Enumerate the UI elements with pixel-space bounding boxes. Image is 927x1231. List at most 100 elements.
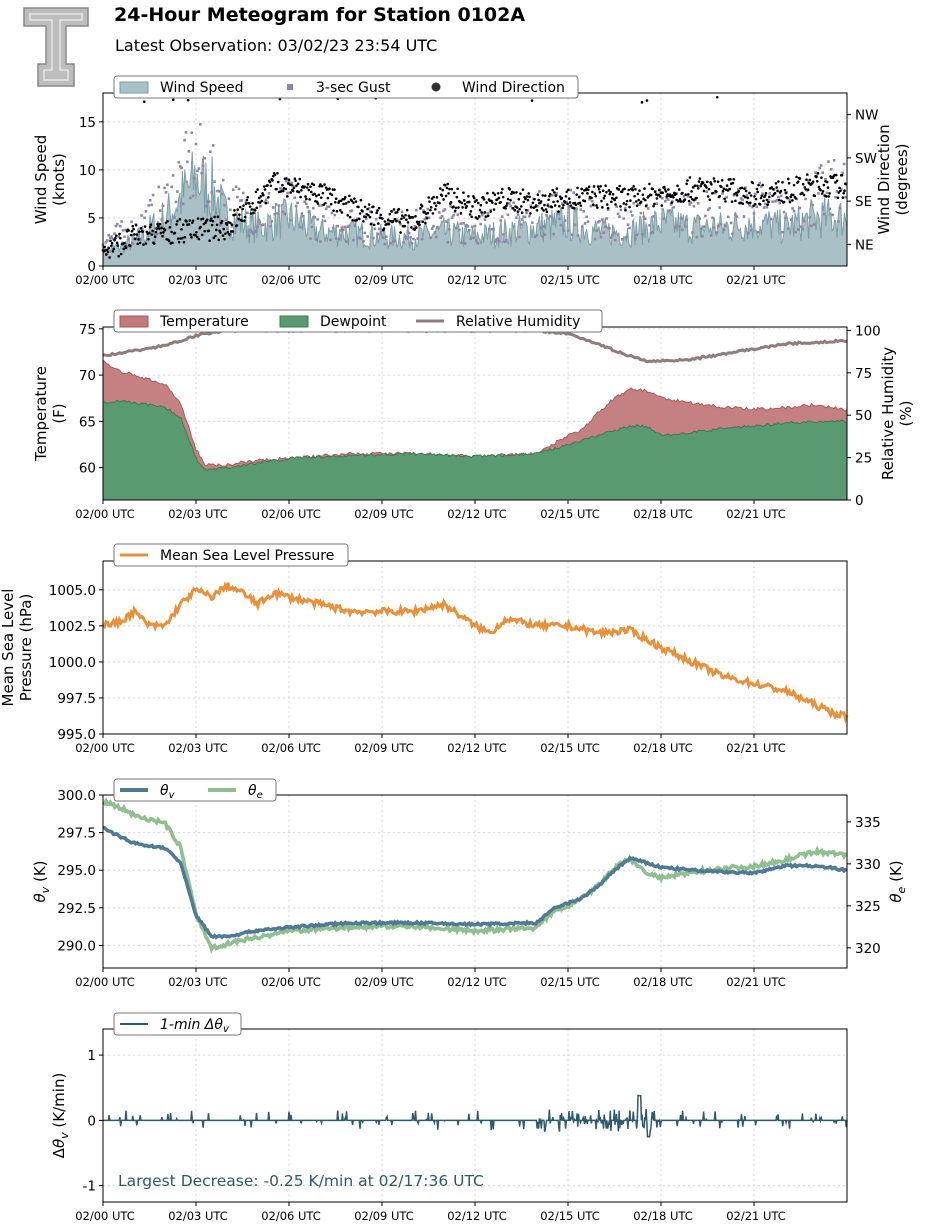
y2-tick-label: 50 — [855, 408, 872, 424]
wind-direction-point — [340, 211, 344, 214]
wind-direction-point — [477, 201, 480, 205]
wind-direction-point — [695, 196, 698, 200]
wind-direction-point — [244, 202, 248, 206]
wind-direction-point — [562, 203, 565, 207]
gust-point — [210, 191, 214, 194]
gust-point — [832, 159, 836, 162]
gust-point — [636, 203, 640, 206]
gust-point — [309, 237, 312, 241]
wind-direction-point — [195, 230, 198, 234]
gust-point — [324, 207, 328, 211]
gust-point — [319, 240, 322, 243]
legend-label: θe — [248, 783, 263, 801]
wind-direction-point — [766, 203, 769, 207]
wind-direction-point — [463, 202, 467, 206]
wind-direction-point — [453, 209, 457, 213]
wind-direction-point — [423, 210, 426, 214]
wind-direction-point — [728, 187, 731, 191]
gust-point — [157, 185, 161, 189]
y-tick-label: 297.5 — [57, 826, 96, 842]
wind-direction-point — [276, 171, 279, 175]
gust-point — [209, 150, 212, 154]
gust-point — [332, 226, 335, 230]
wind-direction-point — [687, 199, 691, 203]
wind-direction-point — [447, 192, 450, 195]
wind-direction-point — [499, 200, 502, 204]
wind-direction-point — [243, 219, 246, 223]
wind-direction-point — [170, 230, 173, 234]
y2-tick-label: 100 — [855, 323, 881, 339]
x-tick-label: 02/06 UTC — [261, 273, 321, 287]
wind-direction-point — [699, 184, 702, 188]
wind-direction-point — [144, 242, 148, 245]
gust-point — [486, 211, 490, 215]
gust-point — [257, 218, 261, 222]
wind-direction-point — [491, 191, 495, 195]
gust-point — [360, 226, 364, 230]
gust-point — [229, 208, 232, 212]
gust-point — [344, 240, 348, 243]
wind-direction-point — [634, 200, 638, 203]
wind-direction-point — [455, 195, 459, 199]
gust-point — [805, 189, 809, 192]
wind-direction-point — [215, 223, 219, 227]
wind-direction-point — [271, 179, 274, 182]
gust-point — [406, 230, 410, 233]
wind-direction-point — [720, 185, 723, 189]
wind-direction-point — [637, 198, 640, 202]
wind-direction-point — [520, 211, 524, 214]
gust-point — [837, 220, 840, 223]
wind-direction-point — [724, 200, 727, 203]
gust-point — [528, 214, 531, 218]
gust-point — [499, 219, 503, 222]
wind-direction-point — [834, 181, 837, 184]
largest-decrease-annotation: Largest Decrease: -0.25 K/min at 02/17:3… — [118, 1172, 484, 1190]
gust-point — [194, 142, 198, 146]
wind-direction-point — [269, 184, 273, 188]
wind-direction-point — [281, 183, 284, 187]
gust-point — [585, 215, 588, 219]
gust-point — [214, 211, 218, 215]
wind-direction-point — [248, 202, 251, 205]
legend-box — [113, 778, 277, 802]
wind-direction-point — [153, 235, 157, 238]
wind-direction-point — [624, 208, 627, 212]
wind-direction-point — [303, 185, 307, 188]
wind-direction-point — [220, 219, 224, 223]
wind-direction-point — [521, 188, 525, 191]
gust-point — [839, 188, 843, 191]
gust-point — [825, 191, 829, 195]
gust-point — [560, 202, 564, 206]
gust-point — [356, 217, 359, 220]
x-tick-label: 02/09 UTC — [354, 1209, 414, 1223]
wind-direction-point — [579, 204, 583, 207]
wind-direction-point — [576, 186, 579, 190]
wind-direction-point — [372, 205, 375, 208]
gust-point — [651, 230, 654, 234]
wind-direction-point — [367, 213, 370, 217]
wind-direction-point — [515, 206, 519, 209]
wind-direction-point — [791, 193, 795, 197]
gust-point — [170, 185, 173, 189]
gust-point — [642, 215, 646, 219]
gust-point — [304, 202, 308, 206]
wind-direction-point — [632, 185, 636, 188]
gust-point — [819, 164, 823, 167]
wind-direction-point — [557, 210, 560, 213]
wind-direction-point — [661, 191, 664, 195]
wind-direction-point — [835, 179, 839, 183]
wind-direction-point — [175, 223, 178, 226]
wind-direction-point — [440, 194, 444, 197]
gust-point — [450, 216, 454, 219]
wind-direction-point — [676, 184, 679, 188]
wind-direction-point — [536, 193, 540, 197]
wind-direction-point — [181, 236, 184, 240]
gust-point — [280, 187, 284, 191]
gust-point — [701, 234, 704, 238]
x-tick-label: 02/15 UTC — [540, 1209, 600, 1223]
wind-direction-point — [181, 223, 185, 226]
wind-direction-point — [357, 205, 360, 209]
gust-point — [631, 214, 634, 217]
gust-point — [412, 237, 415, 241]
gust-point — [276, 212, 279, 215]
